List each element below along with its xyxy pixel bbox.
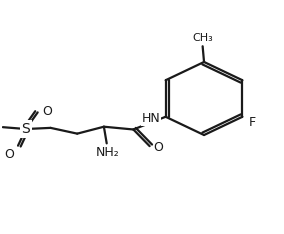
Text: O: O <box>4 148 14 161</box>
Text: CH₃: CH₃ <box>192 33 213 44</box>
Text: O: O <box>153 141 163 154</box>
Text: S: S <box>22 122 30 136</box>
Text: F: F <box>248 116 256 129</box>
Text: NH₂: NH₂ <box>95 146 119 159</box>
Text: O: O <box>42 105 52 118</box>
Text: HN: HN <box>141 113 160 125</box>
